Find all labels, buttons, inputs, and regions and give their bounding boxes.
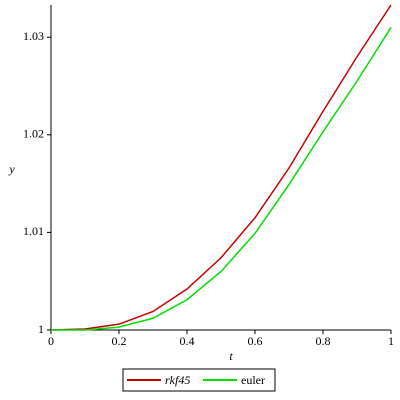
x-tick-label: 0.4 <box>180 334 195 348</box>
x-tick-label: 1 <box>388 334 394 348</box>
y-axis-label: y <box>8 162 15 176</box>
legend-label: euler <box>241 373 265 387</box>
x-tick-label: 0 <box>48 334 54 348</box>
y-tick-label: 1.03 <box>23 29 44 43</box>
x-axis-label: t <box>229 349 233 363</box>
x-tick-label: 0.6 <box>248 334 263 348</box>
y-tick-label: 1.02 <box>23 127 44 141</box>
x-tick-label: 0.8 <box>316 334 331 348</box>
line-series <box>51 27 392 331</box>
legend-label: rkf45 <box>165 373 190 387</box>
y-tick-label: 1.01 <box>23 224 44 238</box>
line-series <box>50 4 392 331</box>
x-tick-label: 0.2 <box>112 334 127 348</box>
legend-box <box>122 368 276 392</box>
y-tick-label: 1 <box>38 322 44 336</box>
